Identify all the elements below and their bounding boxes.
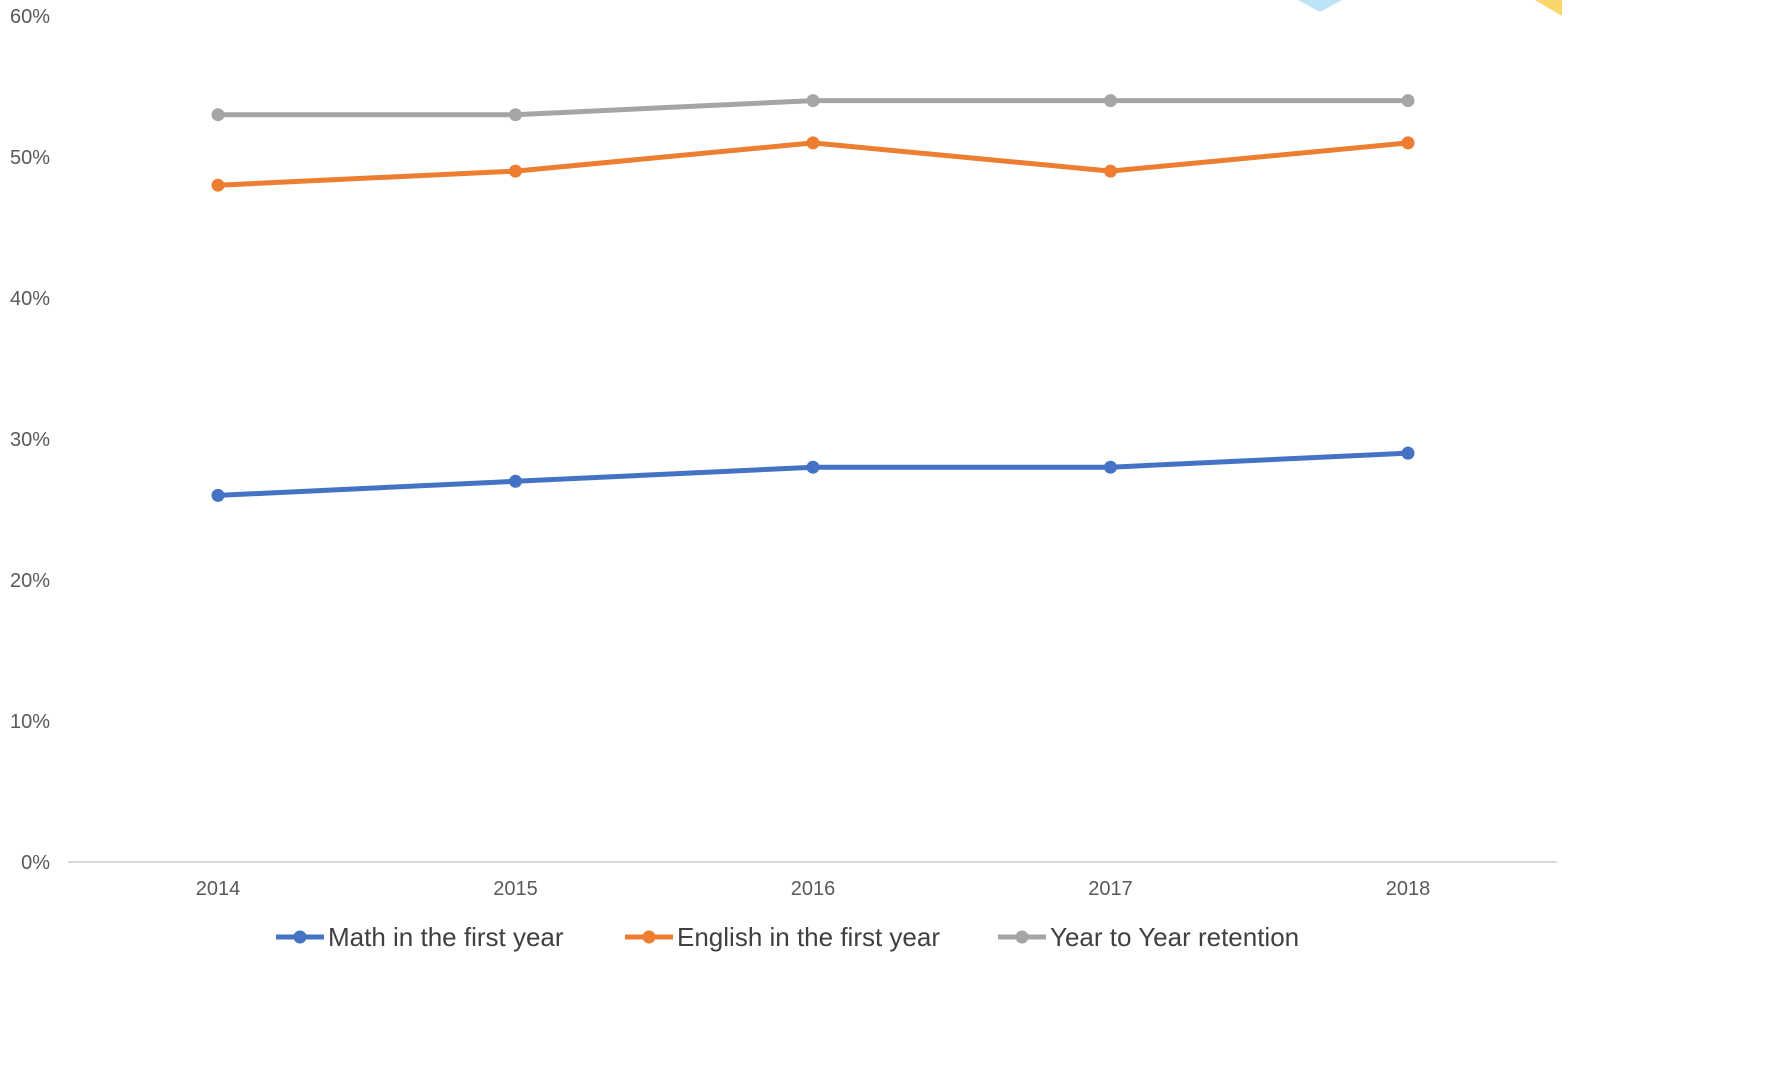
data-point [1104, 460, 1117, 474]
legend-swatch-marker [642, 930, 656, 944]
data-point [806, 136, 820, 150]
decor-yellow-shape [1535, 0, 1562, 16]
y-tick-label: 10% [10, 711, 50, 733]
data-point [1104, 164, 1117, 178]
legend-label: Year to Year retention [1050, 922, 1299, 952]
legend-item: Year to Year retention [998, 922, 1299, 952]
legend-item: English in the first year [625, 922, 940, 952]
data-point [806, 460, 820, 474]
y-tick-label: 0% [21, 852, 50, 874]
x-tick-label: 2016 [791, 878, 836, 900]
data-point [211, 178, 225, 192]
x-tick-label: 2018 [1386, 878, 1431, 900]
x-tick-label: 2017 [1088, 878, 1133, 900]
series-2 [211, 136, 1415, 192]
legend: Math in the first year English in the fir… [276, 922, 1299, 952]
data-point [1401, 446, 1415, 460]
y-tick-label: 20% [10, 570, 50, 592]
data-point [509, 164, 522, 178]
series-line [215, 450, 1411, 498]
legend-swatch-marker [1015, 930, 1029, 944]
y-tick-label: 40% [10, 288, 50, 310]
data-point [1401, 136, 1415, 150]
decor-blue-shape [1298, 0, 1342, 12]
series-1 [211, 446, 1415, 502]
x-tick-label: 2015 [493, 878, 538, 900]
legend-label: Math in the first year [328, 922, 564, 952]
y-tick-label: 30% [10, 429, 50, 451]
data-point [509, 108, 522, 122]
x-axis: 2014 2015 2016 2017 2018 [196, 878, 1431, 900]
y-tick-label: 60% [10, 6, 50, 28]
data-point [211, 488, 225, 502]
legend-label: English in the first year [677, 922, 940, 952]
legend-swatch-marker [293, 930, 307, 944]
data-point [1401, 94, 1415, 108]
series-layer [211, 94, 1415, 502]
data-point [211, 108, 225, 122]
data-point [509, 474, 522, 488]
data-point [1104, 94, 1117, 108]
data-point [806, 94, 820, 108]
legend-item: Math in the first year [276, 922, 564, 952]
y-axis: 0% 10% 20% 30% 40% 50% 60% [10, 6, 50, 874]
y-tick-label: 50% [10, 147, 50, 169]
x-tick-label: 2014 [196, 878, 241, 900]
series-3 [211, 94, 1415, 122]
